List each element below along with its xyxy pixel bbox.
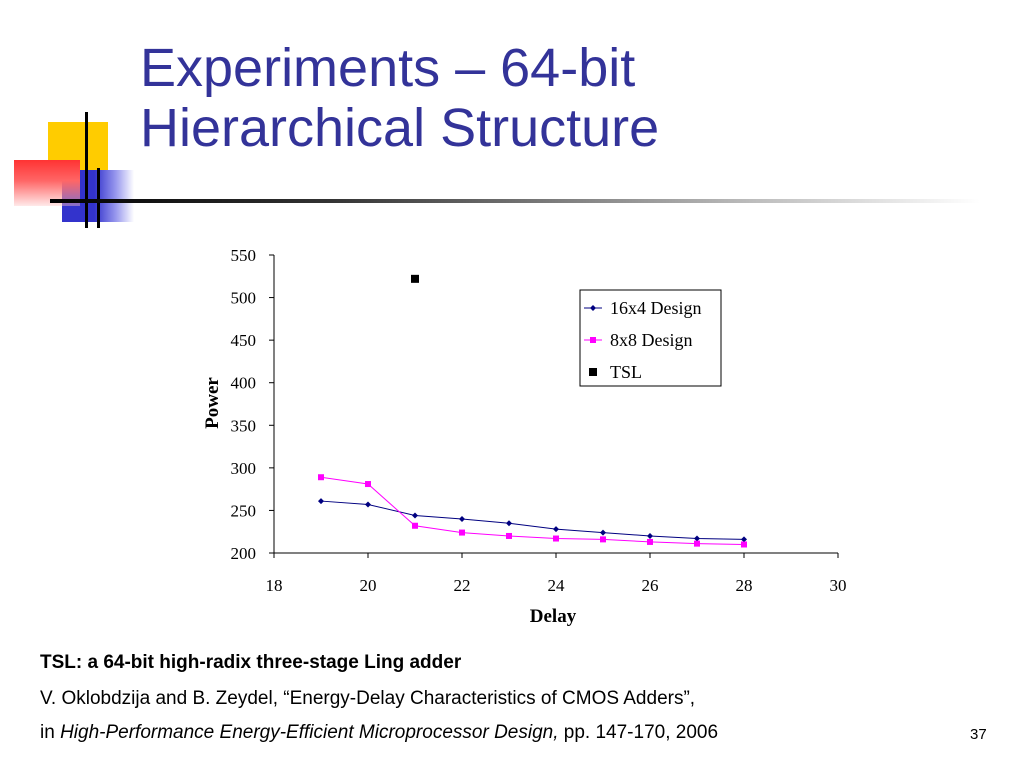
data-point xyxy=(590,305,596,311)
data-point xyxy=(459,515,465,522)
data-point xyxy=(647,538,653,545)
x-axis-ticks: 18 20 22 24 26 28 30 xyxy=(266,553,847,595)
y-tick-label: 450 xyxy=(231,331,257,350)
data-point xyxy=(412,512,418,519)
reference-book-title: High-Performance Energy-Efficient Microp… xyxy=(60,722,559,743)
x-tick-label: 18 xyxy=(266,576,283,595)
series-tsl xyxy=(411,274,419,283)
deco-vertical-line-2 xyxy=(97,168,100,228)
x-axis-label: Delay xyxy=(530,606,577,627)
data-point xyxy=(590,337,596,343)
tsl-caption: TSL: a 64-bit high-radix three-stage Lin… xyxy=(40,652,462,673)
y-tick-label: 550 xyxy=(231,246,257,265)
y-tick-label: 300 xyxy=(231,459,257,478)
data-point xyxy=(365,501,371,508)
series-line xyxy=(320,476,745,545)
data-point xyxy=(553,535,559,542)
reference-line-2: in High-Performance Energy-Efficient Mic… xyxy=(40,722,718,744)
data-point xyxy=(694,540,700,547)
legend-label: 8x8 Design xyxy=(610,330,693,350)
legend-item: 16x4 Design xyxy=(584,298,702,318)
title-underline xyxy=(50,199,980,203)
y-tick-label: 250 xyxy=(231,501,257,520)
legend-item: 8x8 Design xyxy=(584,330,693,350)
x-tick-label: 24 xyxy=(548,576,566,595)
page-number: 37 xyxy=(970,726,987,743)
y-axis-ticks: 200 250 300 350 400 450 500 550 xyxy=(231,246,274,563)
reference-prefix: in xyxy=(40,722,61,743)
chart-legend: 16x4 Design 8x8 Design TSL xyxy=(579,289,722,387)
data-point xyxy=(459,529,465,536)
data-point xyxy=(506,532,512,539)
x-tick-label: 28 xyxy=(736,576,753,595)
y-tick-label: 200 xyxy=(231,544,257,563)
title-line-1: Experiments – 64-bit xyxy=(140,38,636,98)
series-16x4-design xyxy=(318,498,747,543)
x-tick-label: 26 xyxy=(642,576,659,595)
x-tick-label: 20 xyxy=(360,576,377,595)
title-line-2: Hierarchical Structure xyxy=(140,98,660,158)
deco-red-block xyxy=(14,160,80,206)
data-point xyxy=(411,274,419,283)
y-tick-label: 350 xyxy=(231,416,257,435)
data-point xyxy=(741,536,747,543)
chart-axes xyxy=(273,255,838,554)
data-point xyxy=(647,532,653,539)
series-line xyxy=(320,500,745,540)
data-point xyxy=(553,526,559,533)
x-tick-label: 22 xyxy=(454,576,471,595)
deco-vertical-line xyxy=(85,112,88,228)
data-point xyxy=(600,536,606,543)
data-point xyxy=(412,522,418,529)
data-point xyxy=(318,474,324,481)
page-title: Experiments – 64-bit Hierarchical Struct… xyxy=(140,38,659,158)
data-point xyxy=(589,368,597,376)
y-tick-label: 400 xyxy=(231,374,257,393)
x-tick-label: 30 xyxy=(830,576,847,595)
data-point xyxy=(506,520,512,527)
legend-item: TSL xyxy=(589,362,642,382)
y-axis-label: Power xyxy=(202,377,223,429)
data-point xyxy=(318,498,324,505)
data-point xyxy=(694,535,700,542)
y-tick-label: 500 xyxy=(231,289,257,308)
reference-line-1: V. Oklobdzija and B. Zeydel, “Energy-Del… xyxy=(40,688,696,709)
legend-label: 16x4 Design xyxy=(610,298,702,318)
data-point xyxy=(741,541,747,548)
series-layer xyxy=(318,274,747,548)
legend-box xyxy=(579,289,722,387)
series-8x8-design xyxy=(318,474,747,548)
data-point xyxy=(365,481,371,488)
reference-suffix: pp. 147-170, 2006 xyxy=(558,722,719,743)
legend-label: TSL xyxy=(610,362,642,382)
data-point xyxy=(600,529,606,536)
